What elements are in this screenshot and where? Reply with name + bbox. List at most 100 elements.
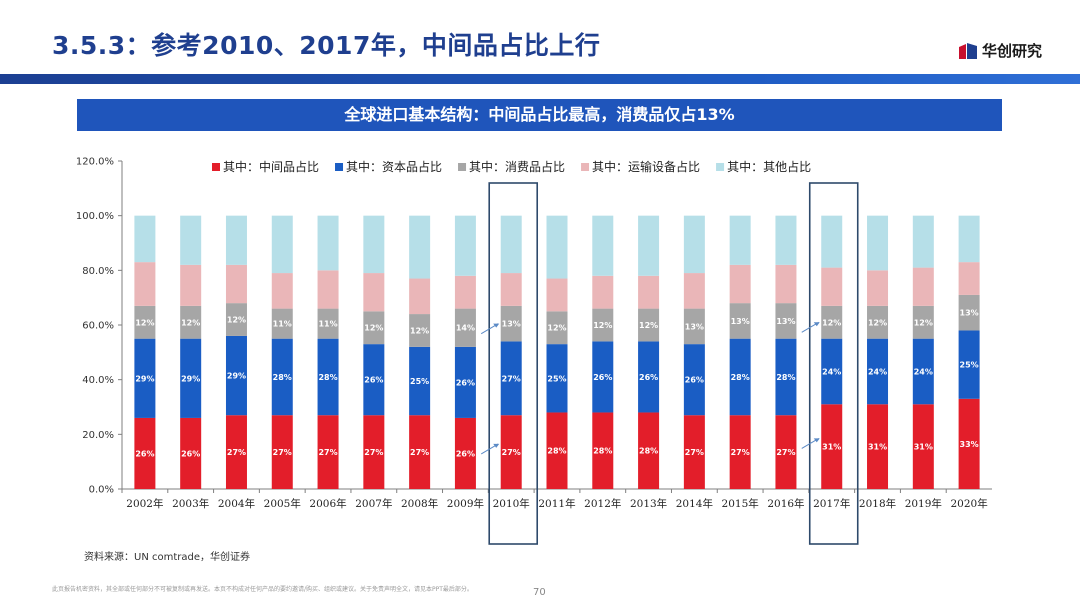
bar-segment (912, 404, 934, 489)
bar-segment (867, 305, 889, 339)
data-label: 12% (822, 318, 841, 327)
arrow-to-consumer-head (813, 322, 820, 327)
data-label: 25% (547, 374, 566, 383)
bar-segment (546, 344, 568, 413)
data-label: 12% (135, 318, 154, 327)
data-label: 31% (914, 443, 933, 452)
legend-label: 其中：其他占比 (727, 159, 811, 174)
bar-segment (683, 415, 705, 489)
data-label: 12% (639, 321, 658, 330)
legend-swatch (716, 163, 725, 171)
bar-segment (271, 215, 293, 274)
bar-segment (729, 264, 751, 304)
y-tick-label: 80.0% (82, 266, 114, 277)
bar-segment (500, 215, 522, 274)
bar-segment (546, 311, 568, 345)
data-label: 28% (731, 373, 750, 382)
source-note: 资料来源：UN comtrade，华创证券 (84, 552, 250, 563)
data-label: 24% (822, 367, 841, 376)
bar-segment (363, 344, 385, 416)
page-number: 70 (533, 587, 546, 598)
data-label: 27% (502, 374, 521, 383)
data-label: 24% (868, 367, 887, 376)
bar-segment (729, 415, 751, 489)
y-tick-label: 20.0% (82, 430, 114, 441)
bar-segment (958, 215, 980, 263)
x-tick-label: 2002年 (126, 497, 163, 510)
bar-segment (546, 412, 568, 489)
arrow-to-intermediate-head (493, 443, 500, 448)
bar-segment (638, 215, 660, 276)
bar-segment (180, 215, 202, 265)
bar-segment (134, 338, 156, 418)
data-label: 12% (227, 316, 246, 325)
legend-swatch (212, 163, 220, 171)
data-label: 12% (868, 318, 887, 327)
bar-segment (271, 338, 293, 416)
bar-segment (867, 215, 889, 271)
y-tick-label: 0.0% (89, 485, 114, 496)
x-tick-label: 2012年 (584, 497, 621, 510)
bar-segment (409, 346, 431, 416)
brand-mark-icon (958, 42, 977, 59)
bar-segment (317, 338, 339, 416)
data-label: 26% (181, 449, 200, 458)
x-tick-label: 2015年 (722, 497, 759, 510)
data-label: 13% (960, 309, 979, 318)
brand-logo: 华创研究 (958, 40, 1042, 61)
x-tick-label: 2020年 (950, 497, 987, 510)
legend-swatch (458, 163, 467, 171)
data-label: 27% (731, 448, 750, 457)
x-tick-label: 2006年 (309, 497, 346, 510)
data-label: 29% (135, 374, 154, 383)
data-label: 27% (685, 448, 704, 457)
arrow-to-intermediate-head (813, 438, 820, 443)
bar-segment (683, 308, 705, 345)
bar-segment (821, 305, 843, 339)
bar-segment (500, 341, 522, 416)
data-label: 26% (593, 373, 612, 382)
bar-segment (821, 267, 843, 306)
brand-name: 华创研究 (981, 42, 1042, 60)
bar-segment (775, 415, 797, 489)
bar-segment (638, 275, 660, 309)
bar-segment (271, 273, 293, 309)
data-label: 13% (502, 320, 521, 329)
bar-segment (821, 404, 843, 489)
bar-segment (592, 341, 614, 413)
bar-segment (821, 338, 843, 405)
data-label: 26% (135, 449, 154, 458)
data-label: 31% (868, 443, 887, 452)
bar-segment (867, 338, 889, 405)
bar-segment (546, 215, 568, 279)
bar-segment (912, 215, 934, 268)
bar-segment (225, 215, 247, 265)
bar-segment (500, 415, 522, 489)
data-label: 25% (960, 361, 979, 370)
data-label: 11% (273, 320, 292, 329)
x-tick-label: 2003年 (172, 497, 209, 510)
data-label: 25% (410, 377, 429, 386)
bar-segment (729, 338, 751, 416)
data-label: 11% (318, 320, 337, 329)
bar-segment (638, 308, 660, 342)
disclaimer: 此页报告机密资料，其全部或任何部分不可被复制或再发送。本页不构成对任何产品的要约… (52, 586, 473, 593)
bar-segment (409, 314, 431, 347)
bar-segment (363, 311, 385, 345)
data-label: 26% (639, 373, 658, 382)
legend-swatch (335, 163, 344, 171)
data-label: 29% (227, 372, 246, 381)
bar-segment (271, 308, 293, 339)
arrow-to-consumer-head (493, 323, 500, 328)
bar-segment (912, 338, 934, 405)
data-label: 27% (318, 448, 337, 457)
data-label: 33% (960, 440, 979, 449)
data-label: 27% (364, 448, 383, 457)
bar-segment (775, 264, 797, 304)
bar-segment (958, 398, 980, 489)
bar-segment (912, 305, 934, 339)
bar-segment (454, 346, 476, 418)
x-tick-label: 2014年 (676, 497, 713, 510)
bar-segment (729, 303, 751, 339)
data-label: 28% (593, 447, 612, 456)
